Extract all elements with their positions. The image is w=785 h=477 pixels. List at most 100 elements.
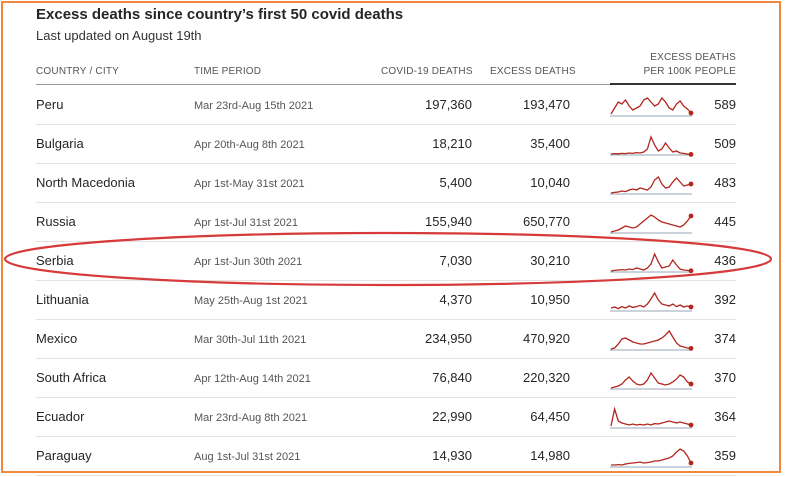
sparkline xyxy=(610,175,694,195)
table-row: Lithuania May 25th-Aug 1st 2021 4,370 10,95… xyxy=(36,280,736,320)
excess-per100k-cell: 589 xyxy=(714,97,736,112)
serbia-highlight-ellipse xyxy=(3,231,773,287)
country-cell: South Africa xyxy=(36,370,107,385)
sparkline-endpoint xyxy=(688,346,694,351)
country-cell: Ecuador xyxy=(36,409,85,424)
country-cell: Peru xyxy=(36,97,64,112)
sparkline xyxy=(610,406,694,429)
country-cell: North Macedonia xyxy=(36,175,135,190)
sparkline xyxy=(610,213,694,234)
sparkline-path xyxy=(610,135,692,156)
table-row: Paraguay Aug 1st-Jul 31st 2021 14,930 14,98… xyxy=(36,436,736,476)
sparkline xyxy=(610,329,694,351)
sparkline-endpoint xyxy=(688,152,694,157)
covid-deaths-cell: 22,990 xyxy=(432,409,472,424)
table-row: Mexico Mar 30th-Jul 11th 2021 234,950 470,9… xyxy=(36,319,736,359)
sparkline xyxy=(610,96,694,117)
excess-deaths-cell: 10,040 xyxy=(530,175,570,190)
covid-deaths-cell: 5,400 xyxy=(439,175,472,190)
time-period-cell: Apr 1st-Jun 30th 2021 xyxy=(194,256,303,268)
excess-per100k-cell: 509 xyxy=(714,136,736,151)
excess-deaths-cell: 35,400 xyxy=(530,136,570,151)
table-title: Excess deaths since country’s first 50 c… xyxy=(36,6,404,23)
excess-per100k-cell: 445 xyxy=(714,214,736,229)
header-covid-deaths: COVID-19 DEATHS xyxy=(381,66,473,77)
sparkline-path xyxy=(610,291,692,310)
excess-deaths-cell: 220,320 xyxy=(523,370,570,385)
covid-deaths-cell: 7,030 xyxy=(439,253,472,268)
sparkline-endpoint xyxy=(688,422,694,428)
excess-deaths-cell: 14,980 xyxy=(530,448,570,463)
time-period-cell: Mar 30th-Jul 11th 2021 xyxy=(194,334,307,346)
excess-deaths-cell: 650,770 xyxy=(523,214,570,229)
country-cell: Mexico xyxy=(36,331,78,346)
highlight-ellipse-shape xyxy=(3,231,773,287)
excess-per100k-cell: 374 xyxy=(714,331,736,346)
sparkline-path xyxy=(610,371,692,389)
excess-per100k-cell: 364 xyxy=(714,409,736,424)
sparkline-endpoint xyxy=(688,181,694,187)
covid-deaths-cell: 14,930 xyxy=(432,448,472,463)
sparkline xyxy=(610,448,694,468)
table-row: Russia Apr 1st-Jul 31st 2021 155,940 650,77… xyxy=(36,202,736,242)
header-per100k-line2: PER 100K PEOPLE xyxy=(643,66,736,77)
excess-per100k-cell: 483 xyxy=(714,175,736,190)
table-row: Serbia Apr 1st-Jun 30th 2021 7,030 30,210 43… xyxy=(36,241,736,281)
sparkline-path xyxy=(610,96,692,115)
table-row: Ecuador Mar 23rd-Aug 8th 2021 22,990 64,450… xyxy=(36,397,736,437)
country-cell: Bulgaria xyxy=(36,136,84,151)
country-cell: Paraguay xyxy=(36,448,92,463)
sparkline xyxy=(610,291,694,312)
time-period-cell: Apr 20th-Aug 8th 2021 xyxy=(194,139,305,151)
covid-deaths-cell: 155,940 xyxy=(425,214,472,229)
sparkline-endpoint xyxy=(688,268,694,274)
sparkline-path xyxy=(610,252,692,272)
sparkline-path xyxy=(611,448,692,466)
excess-deaths-cell: 470,920 xyxy=(523,331,570,346)
sparkline xyxy=(610,135,694,157)
excess-per100k-cell: 436 xyxy=(714,253,736,268)
excess-per100k-cell: 392 xyxy=(714,292,736,307)
time-period-cell: May 25th-Aug 1st 2021 xyxy=(194,295,308,307)
excess-deaths-cell: 64,450 xyxy=(530,409,570,424)
time-period-cell: Apr 1st-Jul 31st 2021 xyxy=(194,217,298,229)
sparkline-path xyxy=(610,329,692,350)
country-cell: Lithuania xyxy=(36,292,89,307)
table-row: South Africa Apr 12th-Aug 14th 2021 76,840… xyxy=(36,358,736,398)
sparkline-endpoint xyxy=(688,460,694,466)
sparkline-endpoint xyxy=(688,213,694,219)
sparkline-path xyxy=(610,406,692,427)
header-time-period: TIME PERIOD xyxy=(194,66,262,77)
excess-deaths-cell: 193,470 xyxy=(523,97,570,112)
excess-per100k-cell: 359 xyxy=(714,448,736,463)
sparkline-path xyxy=(610,175,692,194)
excess-deaths-cell: 30,210 xyxy=(530,253,570,268)
covid-deaths-cell: 197,360 xyxy=(425,97,472,112)
covid-deaths-cell: 18,210 xyxy=(432,136,472,151)
time-period-cell: Mar 23rd-Aug 15th 2021 xyxy=(194,100,314,112)
sparkline-endpoint xyxy=(688,304,694,310)
sparkline-endpoint xyxy=(688,110,694,116)
header-country: COUNTRY / CITY xyxy=(36,66,119,77)
sparkline-path xyxy=(610,214,692,233)
sparkline xyxy=(610,252,694,274)
sparkline xyxy=(610,371,694,390)
time-period-cell: Aug 1st-Jul 31st 2021 xyxy=(194,451,301,463)
time-period-cell: Apr 12th-Aug 14th 2021 xyxy=(194,373,311,385)
table-subtitle: Last updated on August 19th xyxy=(36,28,202,43)
time-period-cell: Mar 23rd-Aug 8th 2021 xyxy=(194,412,308,424)
header-per100k-line1: EXCESS DEATHS xyxy=(650,52,736,63)
covid-deaths-cell: 234,950 xyxy=(425,331,472,346)
sparkline-endpoint xyxy=(688,381,694,387)
time-period-cell: Apr 1st-May 31st 2021 xyxy=(194,178,305,190)
country-cell: Serbia xyxy=(36,253,74,268)
excess-per100k-cell: 370 xyxy=(714,370,736,385)
country-cell: Russia xyxy=(36,214,76,229)
header-sparkline-divider xyxy=(610,83,736,85)
table-row: Bulgaria Apr 20th-Aug 8th 2021 18,210 35,40… xyxy=(36,124,736,164)
header-divider xyxy=(36,84,736,85)
table-row: Peru Mar 23rd-Aug 15th 2021 197,360 193,470… xyxy=(36,85,736,125)
covid-deaths-cell: 4,370 xyxy=(439,292,472,307)
covid-deaths-cell: 76,840 xyxy=(432,370,472,385)
